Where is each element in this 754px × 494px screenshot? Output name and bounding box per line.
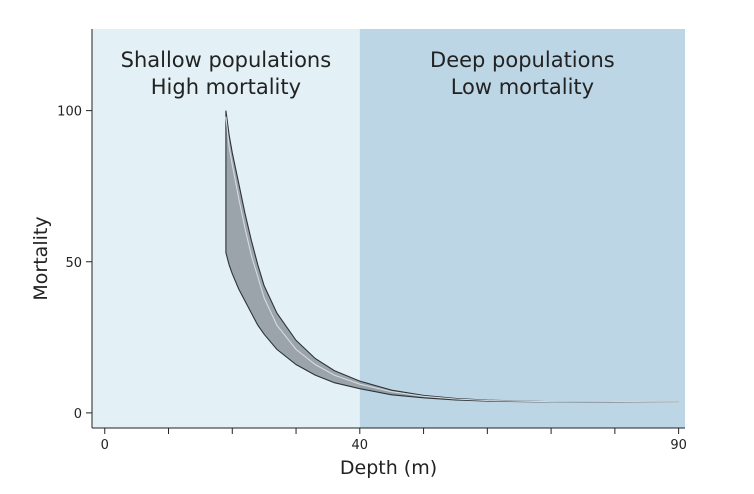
axes-layer	[91, 29, 685, 429]
y-axis-title: Mortality	[30, 216, 52, 300]
x-tick-label-90: 90	[670, 438, 687, 453]
region-0-label-line-1: High mortality	[151, 75, 301, 99]
confidence-band-layer	[225, 110, 679, 403]
y-tick-label-0: 0	[74, 407, 82, 422]
x-axis-title: Depth (m)	[340, 457, 437, 479]
y-tick-label-50: 50	[65, 256, 82, 271]
x-tick-label-40: 40	[352, 438, 369, 453]
regions-layer: Shallow populations High mortality Deep po…	[92, 29, 685, 428]
ticks-layer: 0 40 90 0 50 100	[57, 105, 687, 453]
region-1-label-line-0: Deep populations	[430, 48, 615, 72]
y-tick-label-100: 100	[57, 105, 82, 120]
region-1-background	[359, 29, 685, 428]
region-0-label-line-0: Shallow populations	[121, 48, 332, 72]
x-tick-label-0: 0	[101, 438, 109, 453]
mortality-mean-line	[225, 116, 679, 403]
region-1-label-line-1: Low mortality	[451, 75, 594, 99]
